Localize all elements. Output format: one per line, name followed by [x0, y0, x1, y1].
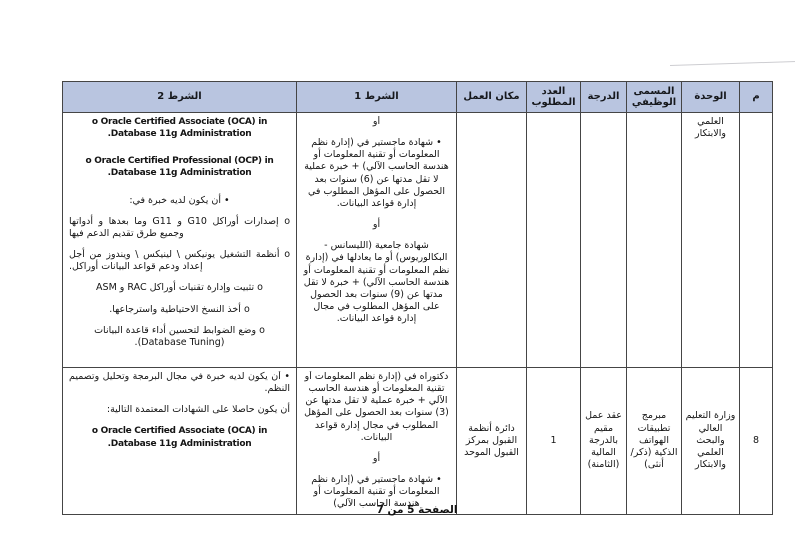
- header-condition-1: الشرط 1: [296, 81, 457, 113]
- page-number-footer: الصفحة 5 من 7: [376, 504, 458, 516]
- paragraph: • شهادة ماجستير في (إدارة نظم المعلومات …: [304, 137, 449, 209]
- cell-grade: عقد عمل مقيم بالدرجة المالية (الثامنة): [580, 367, 627, 515]
- condition-2-text: o Oracle Certified Associate (OCA) in Da…: [69, 116, 290, 349]
- paragraph: أو: [372, 116, 381, 127]
- cell-unit: وزارة التعليم العالي والبحث العلمي والاب…: [681, 367, 740, 515]
- cell-work-location: [456, 112, 527, 368]
- header-job-title: المسمى الوظيفي: [626, 81, 682, 113]
- paragraph: شهادة جامعية (الليسانس - البكالوريوس) أو…: [303, 240, 450, 325]
- cell-condition-1: أو • شهادة ماجستير في (إدارة نظم المعلوم…: [296, 112, 457, 368]
- cell-condition-1: دكتوراه في (إدارة نظم المعلومات أو تقنية…: [296, 367, 457, 515]
- paragraph: أن يكون حاصلا على الشهادات المعتمدة التا…: [106, 404, 290, 416]
- cell-condition-2: • أن يكون لديه خبرة في مجال البرمجة وتحل…: [62, 367, 297, 515]
- condition-1-text: دكتوراه في (إدارة نظم المعلومات أو تقنية…: [303, 371, 450, 511]
- paragraph: o Oracle Certified Professional (OCP) in…: [85, 156, 274, 179]
- paragraph: o أخذ النسخ الاحتياطية واسترجاعها.: [109, 303, 250, 315]
- job-requirements-table: م الوحدة المسمى الوظيفي الدرجة العدد الم…: [62, 81, 773, 515]
- cell-unit: العلمي والابتكار: [681, 112, 740, 368]
- paragraph: • أن يكون لديه خبرة في مجال البرمجة وتحل…: [69, 371, 290, 395]
- paragraph: o أنظمة التشغيل يونيكس \ لينيكس \ ويندوز…: [69, 249, 290, 273]
- paragraph: • شهادة ماجستير في (إدارة نظم المعلومات …: [311, 474, 442, 510]
- paragraph: o تثبيت وإدارة تقنيات أوراكل RAC و ASM: [96, 282, 263, 294]
- table-row: العلمي والابتكار أو • شهادة ماجستير في (…: [62, 112, 773, 368]
- cell-required-count: [526, 112, 581, 368]
- paragraph: أو: [372, 452, 381, 464]
- paragraph: أو: [372, 219, 381, 231]
- header-num: م: [739, 81, 773, 113]
- cell-num: 8: [739, 367, 773, 515]
- paragraph: • أن يكون لديه خبرة في:: [129, 194, 230, 206]
- header-work-location: مكان العمل: [456, 81, 527, 113]
- header-grade: الدرجة: [580, 81, 627, 113]
- paragraph: o Oracle Certified Associate (OCA) in Da…: [91, 117, 268, 140]
- cell-job-title: مبرمج تطبيقات الهواتف الذكية (ذكر/ أنثى): [626, 367, 682, 515]
- table-row: 8 وزارة التعليم العالي والبحث العلمي وال…: [62, 367, 773, 515]
- condition-1-text: أو • شهادة ماجستير في (إدارة نظم المعلوم…: [303, 116, 450, 325]
- cell-grade: [580, 112, 627, 368]
- cell-work-location: دائرة أنظمة القبول بمركز القبول الموحد: [456, 367, 527, 515]
- paragraph: o Oracle Certified Associate (OCA) in Da…: [91, 426, 268, 449]
- condition-2-text: • أن يكون لديه خبرة في مجال البرمجة وتحل…: [69, 371, 290, 450]
- header-required-count: العدد المطلوب: [526, 81, 581, 113]
- table-header-row: م الوحدة المسمى الوظيفي الدرجة العدد الم…: [62, 81, 773, 113]
- paragraph: دكتوراه في (إدارة نظم المعلومات أو تقنية…: [304, 371, 449, 443]
- header-unit: الوحدة: [681, 81, 740, 113]
- cell-job-title: [626, 112, 682, 368]
- header-condition-2: الشرط 2: [62, 81, 297, 113]
- faint-artifact-line: [670, 61, 795, 66]
- paragraph: o وضع الضوابط لتحسين أداء قاعدة البيانات…: [94, 324, 265, 348]
- paragraph: o إصدارات أوراكل G10 و G11 وما بعدها و أ…: [69, 215, 290, 239]
- cell-condition-2: o Oracle Certified Associate (OCA) in Da…: [62, 112, 297, 368]
- cell-num: [739, 112, 773, 368]
- cell-required-count: 1: [526, 367, 581, 515]
